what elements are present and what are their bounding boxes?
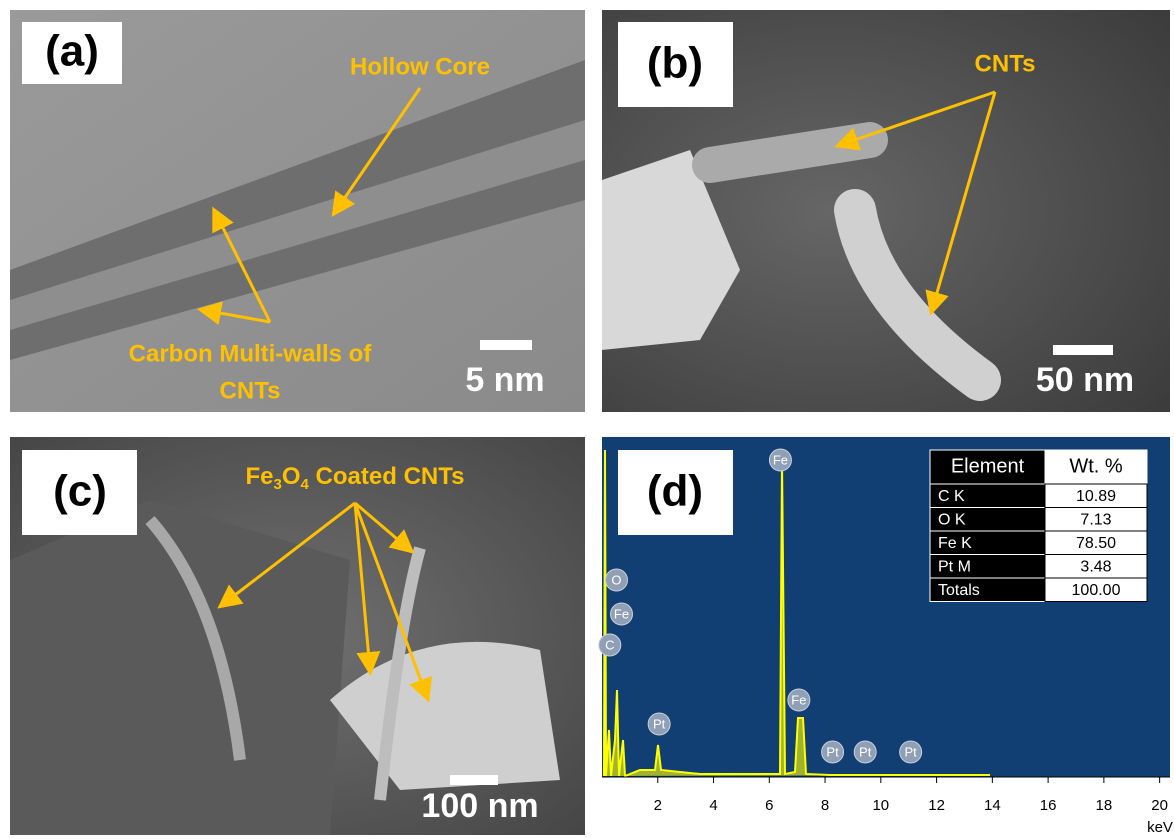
x-tick-label: 10 bbox=[872, 797, 889, 814]
table-cell: Fe K bbox=[938, 535, 972, 552]
x-tick-label: 18 bbox=[1096, 797, 1113, 814]
text-part: Coated CNTs bbox=[309, 463, 465, 490]
peak-label: C bbox=[605, 637, 614, 652]
panel-label: (c) bbox=[53, 467, 107, 516]
x-tick-label: 20 bbox=[1151, 797, 1168, 814]
table-cell: O K bbox=[938, 511, 966, 528]
scale-bar bbox=[1053, 345, 1113, 355]
x-tick-label: 2 bbox=[654, 797, 662, 814]
table-cell: Pt M bbox=[938, 558, 971, 575]
table-cell: 7.13 bbox=[1080, 511, 1111, 528]
table-header: Element bbox=[951, 455, 1025, 477]
scale-label: 50 nm bbox=[1036, 361, 1134, 399]
table-cell: Totals bbox=[938, 582, 980, 599]
annotation: CNTs bbox=[220, 377, 281, 404]
panel-b: (b) CNTs 50 nm bbox=[602, 10, 1170, 412]
x-tick-label: 4 bbox=[709, 797, 717, 814]
x-tick-label: 14 bbox=[984, 797, 1001, 814]
annotation: Hollow Core bbox=[350, 53, 490, 80]
panel-d: (d) keV 2 4 6 8 10 12 14 16 18 20 O Fe C Pt Fe Fe Pt Pt Pt… bbox=[599, 437, 1173, 836]
scale-bar bbox=[450, 775, 498, 785]
scale-label: 5 nm bbox=[465, 361, 544, 399]
x-tick-label: 8 bbox=[821, 797, 829, 814]
scale-bar bbox=[480, 340, 532, 350]
peak-label: Pt bbox=[653, 716, 666, 731]
table-cell: 3.48 bbox=[1080, 558, 1111, 575]
peak-label: Pt bbox=[905, 744, 918, 759]
peak-label: Fe bbox=[614, 606, 629, 621]
panel-c: (c) Fe3O4 Coated CNTs 100 nm bbox=[10, 437, 585, 835]
peak-label: Fe bbox=[773, 452, 788, 467]
panel-label: (d) bbox=[647, 467, 703, 516]
peak-label: Fe bbox=[791, 692, 806, 707]
text-part: O bbox=[282, 463, 301, 490]
text-part: Fe bbox=[246, 463, 274, 490]
annotation: CNTs bbox=[975, 50, 1036, 77]
substrate bbox=[10, 500, 350, 835]
table-cell: 78.50 bbox=[1076, 535, 1116, 552]
peak-label: Pt bbox=[826, 744, 839, 759]
figure: (a) Hollow Core Carbon Multi-walls of CN… bbox=[0, 0, 1174, 839]
subscript: 3 bbox=[274, 476, 282, 493]
panel-label: (b) bbox=[647, 39, 703, 88]
annotation: Carbon Multi-walls of bbox=[129, 340, 373, 367]
panel-label: (a) bbox=[45, 27, 99, 76]
peak-label: Pt bbox=[859, 744, 872, 759]
table-cell: 100.00 bbox=[1072, 582, 1121, 599]
x-tick-label: 16 bbox=[1040, 797, 1057, 814]
x-tick-label: 12 bbox=[928, 797, 945, 814]
table-cell: 10.89 bbox=[1076, 488, 1116, 505]
peak-label: O bbox=[611, 572, 621, 587]
x-axis-unit: keV bbox=[1147, 819, 1173, 836]
table-cell: C K bbox=[938, 488, 965, 505]
panel-a: (a) Hollow Core Carbon Multi-walls of CN… bbox=[10, 10, 585, 412]
scale-label: 100 nm bbox=[421, 787, 538, 825]
x-tick-label: 6 bbox=[765, 797, 773, 814]
table-header: Wt. % bbox=[1069, 455, 1123, 477]
